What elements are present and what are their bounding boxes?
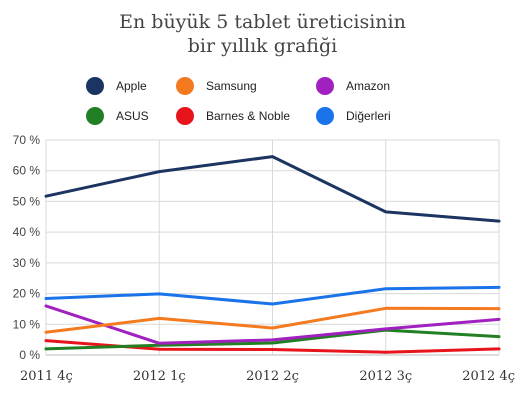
x-tick-label: 2011 4ç bbox=[20, 369, 73, 384]
legend-item-asus: ASUS bbox=[86, 104, 149, 128]
x-tick-label: 2012 3ç bbox=[359, 369, 412, 384]
series-line-apple bbox=[44, 155, 501, 223]
chart-title: En büyük 5 tablet üreticisinin bir yıllı… bbox=[0, 10, 525, 58]
legend-swatch-asus bbox=[86, 107, 104, 125]
legend-label-barnes-noble: Barnes & Noble bbox=[206, 109, 291, 123]
legend-item-amazon: Amazon bbox=[316, 74, 390, 98]
y-tick-label: 60 % bbox=[13, 164, 41, 178]
chart-title-line-2: bir yıllık grafiği bbox=[187, 35, 338, 57]
legend-swatch-apple bbox=[86, 77, 104, 95]
chart-legend: Apple Samsung Amazon ASUS Barnes & Noble… bbox=[0, 0, 525, 140]
legend-label-samsung: Samsung bbox=[206, 79, 257, 93]
series-line-asus bbox=[44, 328, 501, 351]
legend-item-digerleri: Diğerleri bbox=[316, 104, 391, 128]
y-tick-label: 30 % bbox=[13, 256, 41, 270]
legend-label-amazon: Amazon bbox=[346, 79, 391, 93]
y-tick-label: 50 % bbox=[13, 194, 41, 208]
y-tick-label: 0 % bbox=[19, 348, 40, 362]
legend-label-asus: ASUS bbox=[116, 109, 149, 123]
y-tick-label: 20 % bbox=[13, 287, 41, 301]
legend-label-digerleri: Diğerleri bbox=[346, 109, 391, 123]
y-tick-label: 10 % bbox=[13, 317, 41, 331]
legend-swatch-digerleri bbox=[316, 107, 334, 125]
legend-label-apple: Apple bbox=[116, 79, 147, 93]
series-line-amazon bbox=[44, 304, 501, 345]
y-tick-label: 70 % bbox=[13, 133, 41, 147]
series-line-diğerleri bbox=[44, 285, 501, 306]
legend-item-barnes-noble: Barnes & Noble bbox=[176, 104, 290, 128]
legend-swatch-samsung bbox=[176, 77, 194, 95]
series-line-samsung bbox=[44, 306, 501, 334]
x-tick-label: 2012 2ç bbox=[246, 369, 299, 384]
y-tick-label: 40 % bbox=[13, 225, 41, 239]
x-tick-label: 2012 1ç bbox=[133, 369, 186, 384]
legend-swatch-amazon bbox=[316, 77, 334, 95]
legend-swatch-barnes-noble bbox=[176, 107, 194, 125]
x-tick-label: 2012 4ç bbox=[462, 369, 515, 384]
legend-item-apple: Apple bbox=[86, 74, 147, 98]
chart-title-line-1: En büyük 5 tablet üreticisinin bbox=[119, 11, 406, 33]
legend-item-samsung: Samsung bbox=[176, 74, 257, 98]
